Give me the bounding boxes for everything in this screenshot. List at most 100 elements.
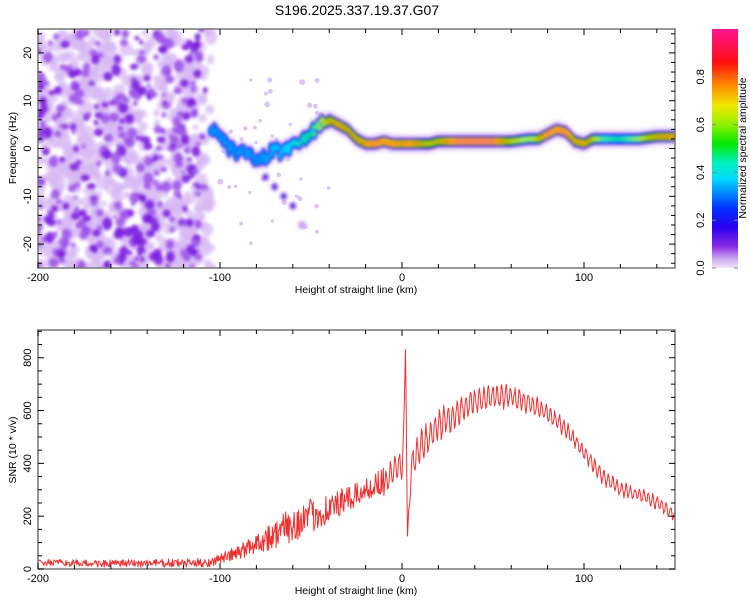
noise-blob xyxy=(49,173,57,179)
noise-blob xyxy=(267,77,273,83)
noise-blob xyxy=(56,199,63,204)
noise-blob xyxy=(153,119,161,128)
noise-blob xyxy=(165,251,175,263)
colorbar-tick-label: 0.8 xyxy=(695,69,707,84)
noise-blob xyxy=(48,155,58,168)
noise-blob xyxy=(180,249,187,257)
noise-blob xyxy=(205,104,215,115)
noise-blob xyxy=(202,29,210,35)
noise-blob xyxy=(162,100,168,105)
noise-blob xyxy=(61,140,73,153)
noise-blob xyxy=(137,55,147,64)
noise-blob xyxy=(61,228,72,241)
noise-blob xyxy=(170,195,184,214)
noise-blob xyxy=(141,29,150,37)
noise-blob xyxy=(173,59,184,73)
noise-blob xyxy=(108,179,115,186)
noise-blob xyxy=(56,219,62,224)
y-tick-label: -10 xyxy=(22,188,34,204)
noise-blob xyxy=(57,29,68,39)
noise-blob xyxy=(111,63,121,76)
noise-blob xyxy=(69,163,80,171)
noise-blob xyxy=(186,244,196,255)
noise-blob xyxy=(254,140,258,145)
noise-blob xyxy=(62,123,69,130)
ridge xyxy=(207,110,675,171)
noise-blob xyxy=(131,234,142,246)
noise-blob xyxy=(75,53,85,61)
noise-blob xyxy=(103,72,113,82)
noise-blob xyxy=(67,69,77,79)
noise-blob xyxy=(228,129,233,134)
snr-x-ticks: -200 -100 0 100 xyxy=(27,330,658,585)
noise-blob xyxy=(145,68,153,75)
noise-blob xyxy=(74,29,86,40)
noise-blob xyxy=(76,260,86,268)
noise-blob xyxy=(180,134,190,145)
noise-blob xyxy=(202,239,211,248)
noise-blob xyxy=(193,249,200,254)
noise-blob xyxy=(239,221,244,226)
noise-blob xyxy=(177,143,183,148)
noise-blob xyxy=(76,159,82,165)
noise-blob xyxy=(294,194,299,199)
ridge-core xyxy=(260,157,264,161)
noise-blob xyxy=(41,157,50,165)
x-tick-label: -200 xyxy=(27,573,49,585)
noise-blob xyxy=(82,214,92,222)
noise-blob xyxy=(176,110,185,118)
noise-blob xyxy=(146,208,157,217)
noise-blob xyxy=(118,258,125,265)
noise-blob xyxy=(131,79,140,91)
ridge-core xyxy=(285,144,290,148)
y-tick-label: 10 xyxy=(22,95,34,107)
noise-blob xyxy=(38,262,42,268)
noise-blob xyxy=(50,189,60,199)
noise-blob xyxy=(139,39,144,45)
noise-blob xyxy=(191,168,199,175)
noise-blob xyxy=(118,103,129,114)
noise-blob xyxy=(125,177,136,190)
noise-blob xyxy=(91,54,100,65)
noise-blob xyxy=(96,209,104,217)
noise-blob xyxy=(109,100,115,106)
noise-blob xyxy=(184,54,194,64)
y-tick-label: 200 xyxy=(22,507,34,525)
noise-blob xyxy=(134,35,140,41)
snr-y-label: SNR (10 * v/v) xyxy=(7,416,19,483)
noise-blob xyxy=(173,87,182,95)
noise-blob xyxy=(38,131,46,144)
noise-blob xyxy=(143,172,154,185)
noise-blob xyxy=(101,101,109,108)
noise-blob xyxy=(113,201,123,211)
x-tick-label: 100 xyxy=(575,573,593,585)
colorbar: 0.0 0.2 0.4 0.6 0.8 Normalized spectral ampl… xyxy=(695,29,749,276)
noise-blob xyxy=(75,110,83,119)
noise-blob xyxy=(142,263,150,268)
noise-blob xyxy=(132,108,144,121)
noise-blob xyxy=(91,245,98,254)
noise-blob xyxy=(145,229,156,238)
noise-blob xyxy=(190,80,196,87)
ridge-core xyxy=(223,137,228,142)
noise-blob xyxy=(51,205,59,213)
noise-blob xyxy=(53,86,62,95)
noise-blob xyxy=(156,201,164,208)
noise-blob xyxy=(86,182,96,190)
noise-blob xyxy=(38,180,43,186)
noise-blob xyxy=(270,219,275,224)
x-tick-label: 0 xyxy=(399,272,405,284)
noise-blob xyxy=(144,216,153,224)
noise-blob xyxy=(158,154,163,161)
noise-blob xyxy=(73,145,79,152)
noise-blob xyxy=(46,218,57,227)
noise-blob xyxy=(155,184,163,192)
noise-blob xyxy=(53,130,62,138)
noise-blob xyxy=(162,209,171,218)
noise-blob xyxy=(127,250,132,255)
noise-blob xyxy=(276,172,281,178)
spectrogram-x-label: Height of straight line (km) xyxy=(295,284,418,296)
x-tick-label: 100 xyxy=(575,272,593,284)
noise-blob xyxy=(110,151,121,165)
noise-blob xyxy=(109,112,120,122)
